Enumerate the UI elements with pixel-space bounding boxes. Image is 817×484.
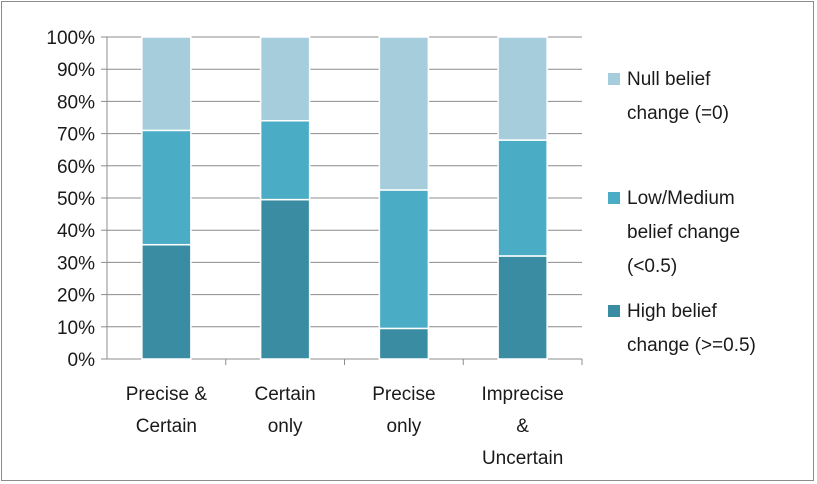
bar-segment bbox=[141, 243, 192, 360]
category-label: Certain bbox=[255, 384, 316, 405]
y-tick-label: 40% bbox=[57, 221, 95, 242]
bar-segment bbox=[141, 129, 192, 246]
bar-segment bbox=[497, 139, 548, 257]
legend-label: (<0.5) bbox=[627, 256, 677, 277]
y-tick-label: 60% bbox=[57, 157, 95, 178]
legend-label: High belief bbox=[627, 301, 717, 322]
bar-segment bbox=[259, 119, 311, 201]
y-tick-label: 80% bbox=[57, 92, 95, 113]
legend-swatch bbox=[608, 305, 620, 317]
category-label: Precise & bbox=[126, 384, 208, 405]
y-tick-label: 90% bbox=[57, 60, 95, 81]
bar-segment bbox=[378, 189, 430, 330]
category-label: Uncertain bbox=[482, 448, 563, 469]
bar-segment bbox=[497, 255, 548, 360]
category-label: Imprecise bbox=[481, 384, 563, 405]
legend-label: Low/Medium bbox=[627, 188, 735, 209]
legend-label: belief change bbox=[627, 222, 740, 243]
y-tick-label: 30% bbox=[57, 253, 95, 274]
category-label: only bbox=[386, 416, 421, 437]
category-label: & bbox=[516, 416, 529, 437]
legend-swatch bbox=[608, 192, 620, 204]
bar-segment bbox=[259, 198, 311, 360]
category-label: Precise bbox=[372, 384, 435, 405]
bar-segment bbox=[141, 36, 192, 132]
y-tick-label: 20% bbox=[57, 286, 95, 307]
category-label: Certain bbox=[136, 416, 197, 437]
legend-label: change (>=0.5) bbox=[627, 335, 756, 356]
y-tick-label: 70% bbox=[57, 125, 95, 146]
legend-label: Null belief bbox=[627, 69, 711, 90]
bar-segment bbox=[378, 327, 430, 360]
y-tick-label: 100% bbox=[46, 28, 95, 49]
bar-segment bbox=[497, 36, 548, 141]
bar-segment bbox=[259, 36, 311, 122]
category-label: only bbox=[268, 416, 303, 437]
y-tick-label: 0% bbox=[68, 350, 96, 371]
bar-segment bbox=[378, 36, 430, 191]
y-tick-label: 10% bbox=[57, 318, 95, 339]
y-tick-label: 50% bbox=[57, 189, 95, 210]
legend-label: change (=0) bbox=[627, 103, 729, 124]
legend-swatch bbox=[608, 73, 620, 85]
